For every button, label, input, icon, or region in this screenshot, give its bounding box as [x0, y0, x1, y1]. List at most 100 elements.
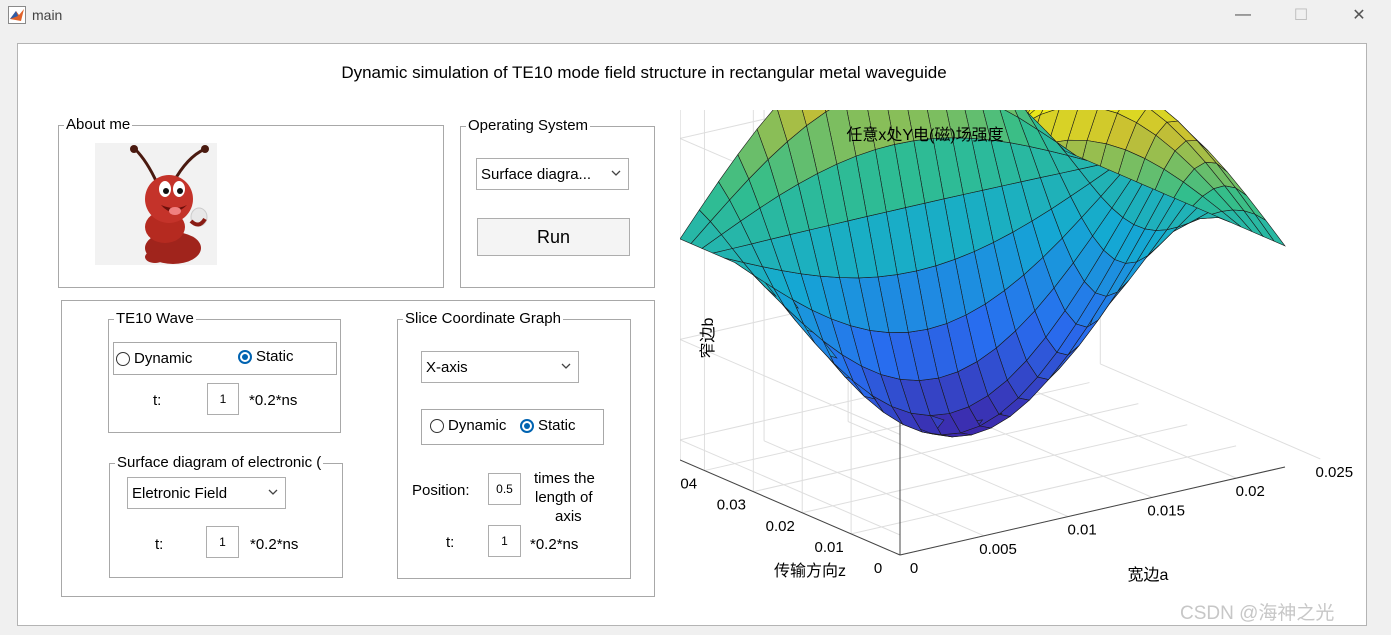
- surface-chart: -20-100102000.0050.010.0150.020.02500.01…: [680, 110, 1354, 584]
- y-tick-label: 0.02: [766, 518, 795, 535]
- controls-container: [61, 300, 655, 597]
- surface-diagram-panel: Surface diagram of electronic ( Eletroni…: [109, 454, 343, 578]
- slice-dynamic-radio[interactable]: Dynamic: [430, 417, 506, 434]
- run-button[interactable]: Run: [477, 218, 630, 256]
- slice-graph-panel: Slice Coordinate Graph X-axis Dynamic St…: [397, 310, 631, 579]
- te10-static-label: Static: [256, 348, 294, 365]
- diagram-select-value: Surface diagra...: [481, 165, 592, 183]
- floor-grid-y: [850, 445, 1237, 535]
- surface-patch: [907, 110, 934, 142]
- chart-title: 任意x处Y电(磁)场强度: [846, 125, 1003, 144]
- te10-dynamic-radio[interactable]: Dynamic: [116, 350, 192, 367]
- chart-ylabel: 传输方向z: [774, 562, 846, 580]
- slice-graph-legend: Slice Coordinate Graph: [403, 310, 563, 328]
- surface-patch: [1014, 110, 1038, 130]
- chart-xlabel: 宽边a: [1128, 566, 1169, 584]
- surface-patch: [680, 209, 711, 244]
- slice-t-value: 1: [501, 534, 508, 548]
- x-axis-line: [899, 466, 1286, 556]
- te10-static-radio[interactable]: Static: [238, 348, 294, 365]
- slice-static-radio[interactable]: Static: [520, 417, 576, 434]
- surface-t-value: 1: [219, 535, 226, 549]
- y-tick-label: 0.03: [717, 497, 746, 514]
- x-tick-label: 0: [910, 560, 918, 577]
- minimize-button[interactable]: —: [1220, 0, 1266, 30]
- te10-t-input[interactable]: 1: [207, 383, 239, 415]
- radio-unchecked-icon: [116, 351, 130, 366]
- diagram-select[interactable]: Surface diagra...: [476, 158, 629, 190]
- maximize-button[interactable]: ☐: [1278, 0, 1324, 30]
- radio-checked-icon: [520, 418, 534, 433]
- surface-patch: [964, 110, 992, 141]
- x-tick-label: 0.025: [1316, 464, 1354, 481]
- run-button-label: Run: [536, 226, 571, 247]
- matlab-icon: [8, 6, 26, 24]
- about-me-panel: About me: [58, 116, 444, 288]
- chart-zlabel: 窄边b: [699, 317, 717, 358]
- te10-wave-panel: TE10 Wave Dynamic Static t: 1 *0.2*ns: [108, 310, 341, 433]
- slice-static-label: Static: [538, 417, 576, 434]
- te10-t-value: 1: [219, 392, 227, 406]
- te10-wave-legend: TE10 Wave: [114, 310, 196, 328]
- floor-grid-x: [763, 440, 985, 537]
- operating-system-panel: Operating System Surface diagra... Run: [460, 117, 655, 288]
- length-of-label: length of: [535, 489, 593, 506]
- side-wall-grid-z: [680, 338, 901, 435]
- chart-surface: [680, 110, 1286, 438]
- surface-t-label: t:: [155, 536, 164, 553]
- field-type-select[interactable]: Eletronic Field: [127, 477, 286, 509]
- surface-patch: [801, 110, 827, 127]
- slice-radio-group: [421, 409, 604, 445]
- surface-unit-label: *0.2*ns: [250, 536, 299, 553]
- surface-patch: [1004, 110, 1019, 119]
- radio-unchecked-icon: [430, 418, 444, 433]
- slice-t-input[interactable]: 1: [488, 525, 521, 557]
- y-tick-label: 0.01: [815, 539, 844, 556]
- x-tick-label: 0.01: [1068, 522, 1097, 539]
- radio-checked-icon: [238, 349, 252, 364]
- te10-dynamic-label: Dynamic: [134, 350, 193, 367]
- side-wall-grid-z: [680, 439, 901, 536]
- floor-grid-x: [1016, 382, 1237, 479]
- close-button[interactable]: ✕: [1336, 0, 1382, 30]
- floor-grid-y: [753, 403, 1139, 493]
- surface-patch: [825, 110, 830, 113]
- floor-grid-x: [1100, 363, 1321, 460]
- position-label: Position:: [412, 482, 470, 499]
- page-title: Dynamic simulation of TE10 mode field st…: [341, 63, 947, 82]
- window-title: main: [32, 7, 63, 23]
- surface-t-input[interactable]: 1: [206, 526, 239, 558]
- x-tick-label: 0.005: [979, 541, 1017, 558]
- surface-patch: [946, 110, 972, 139]
- x-tick-label: 0.015: [1147, 502, 1185, 519]
- chevron-down-icon: [611, 170, 621, 176]
- y-tick-label: 0: [874, 560, 882, 577]
- slice-dynamic-label: Dynamic: [448, 417, 507, 434]
- position-input[interactable]: 0.5: [488, 473, 521, 505]
- ant-avatar: [95, 143, 217, 265]
- axis-label: axis: [555, 508, 582, 525]
- watermark: CSDN @海神之光: [1180, 603, 1335, 624]
- axis-select[interactable]: X-axis: [421, 351, 579, 383]
- te10-t-label: t:: [153, 392, 162, 409]
- axis-select-value: X-axis: [426, 358, 468, 376]
- window-titlebar: main — ☐ ✕: [0, 0, 1391, 30]
- y-tick-label: 0.04: [680, 476, 697, 493]
- te10-unit-label: *0.2*ns: [249, 392, 298, 409]
- surface-diagram-legend: Surface diagram of electronic (: [115, 454, 324, 472]
- chevron-down-icon: [268, 489, 278, 495]
- back-wall-grid-z: [680, 110, 807, 139]
- chart-labels: -20-100102000.0050.010.0150.020.02500.01…: [680, 464, 1354, 577]
- x-tick-label: 0.02: [1236, 483, 1265, 500]
- maximize-icon: ☐: [1293, 7, 1309, 24]
- position-value: 0.5: [496, 482, 513, 496]
- minimize-icon: —: [1235, 6, 1251, 23]
- y-axis-line: [680, 459, 901, 556]
- field-type-select-value: Eletronic Field: [132, 484, 228, 502]
- slice-unit-label: *0.2*ns: [530, 536, 579, 553]
- surface-patch: [927, 110, 953, 139]
- times-the-label: times the: [534, 470, 595, 487]
- te10-radio-group: [113, 342, 337, 375]
- close-icon: ✕: [1352, 7, 1366, 24]
- floor-grid-y: [802, 424, 1188, 514]
